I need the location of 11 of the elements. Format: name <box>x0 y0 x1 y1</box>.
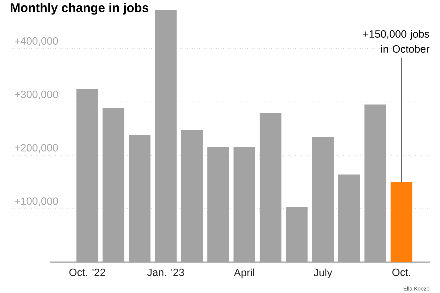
x-tick-label: July <box>314 268 332 279</box>
y-tick-label: +400,000 <box>15 38 58 46</box>
annotation: +150,000 jobs in October <box>363 30 430 53</box>
y-tick-label: +200,000 <box>15 144 58 153</box>
x-tick-label: April <box>234 268 254 279</box>
x-tick-label: Jan. '23 <box>148 268 184 276</box>
chart-title: Monthly change in jobs <box>11 3 149 15</box>
y-tick-label: +100,000 <box>15 198 58 206</box>
x-tick-label: Oct. <box>392 268 410 276</box>
x-tick-label: Oct. '22 <box>70 268 106 276</box>
y-tick-label: +300,000 <box>15 90 58 100</box>
